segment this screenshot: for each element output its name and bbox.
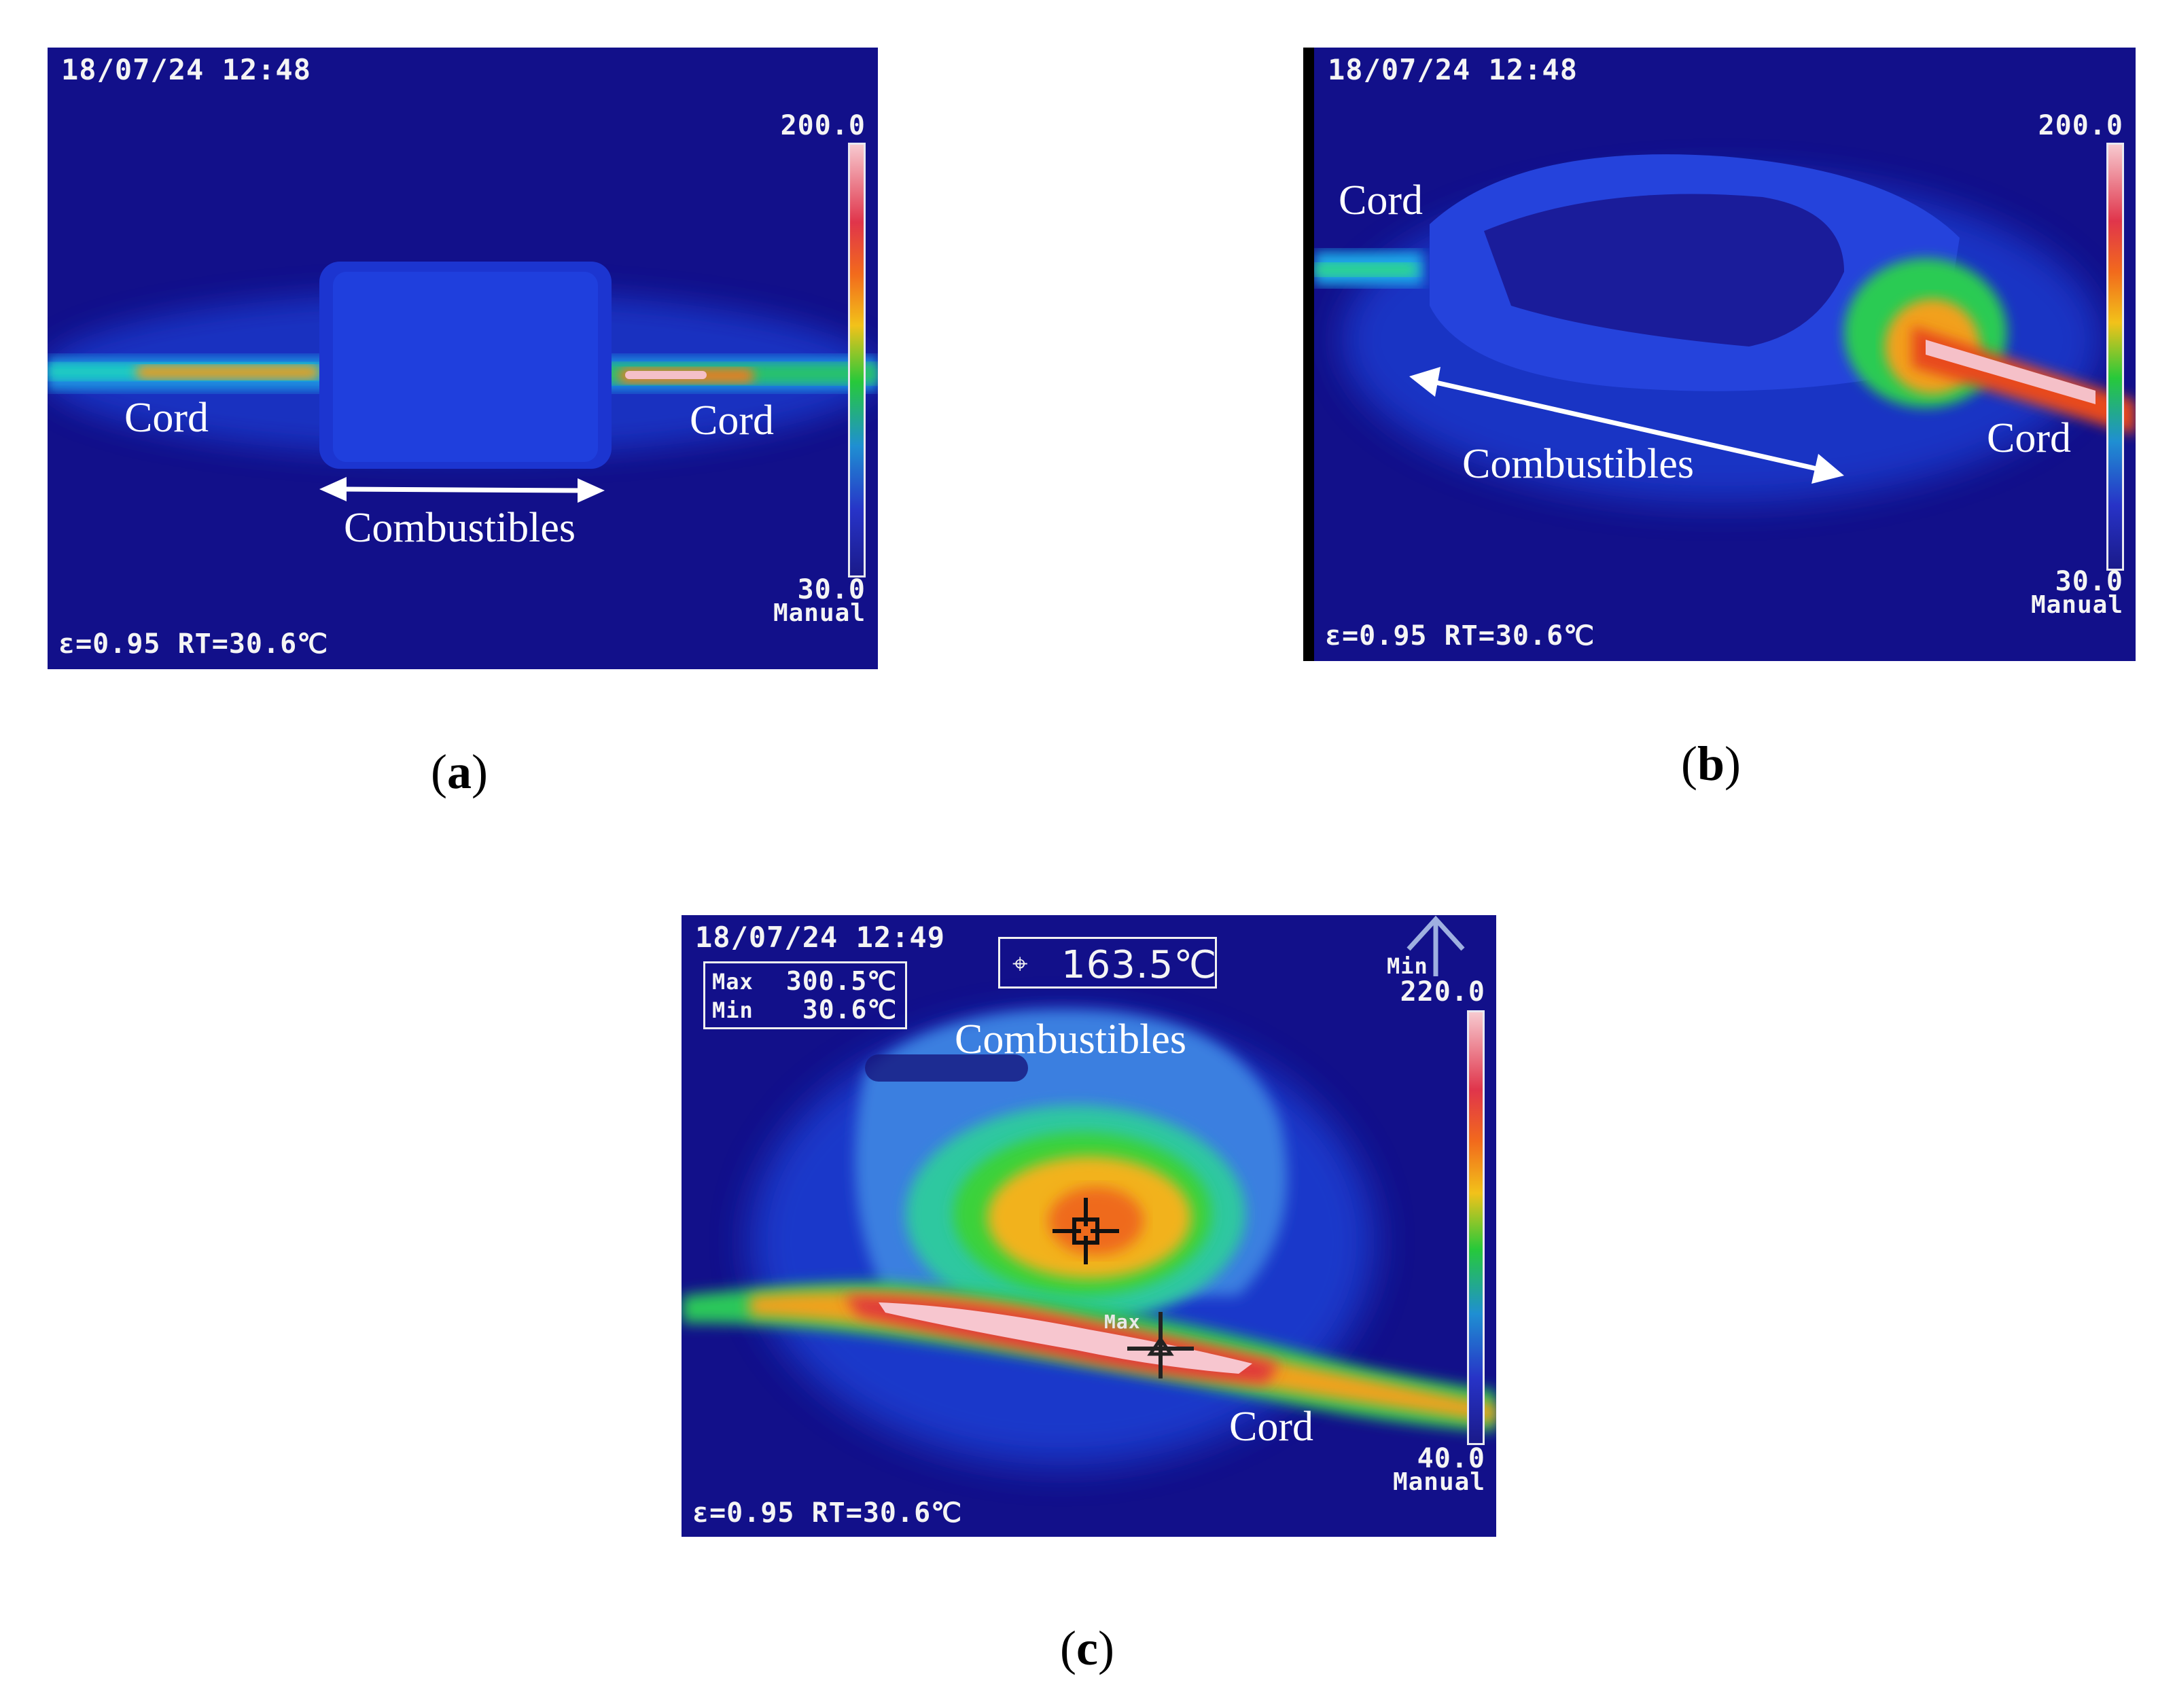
color-scale-bar-c [1467,1010,1485,1445]
combustibles-label-b: Combustibles [1462,441,1695,487]
mode-b: Manual [2030,591,2123,619]
caption-letter-a: a [446,745,472,799]
max-marker-label: Max [1104,1311,1141,1333]
arrow-combustibles-a [319,477,605,503]
color-scale-bar-a [848,143,866,577]
cord-label-left-a: Cord [124,395,209,441]
max-min-readout: Max 300.5℃ Min 30.6℃ [703,961,907,1029]
up-arrow-icon [1407,915,1465,976]
timestamp-c: 18/07/24 12:49 [695,921,946,954]
mode-c: Manual [1392,1468,1485,1496]
footer-c: ε=0.95 RT=30.6℃ [692,1497,963,1529]
scale-max-b: 200.0 [2038,110,2123,141]
mode-a: Manual [773,599,866,627]
cord-label-right-a: Cord [690,397,774,444]
thermal-image-b: 18/07/24 12:48 200.0 30.0 Manual ε=0.95 … [1303,48,2136,661]
scale-min-a: 30.0 [797,574,866,605]
combustibles-label-a: Combustibles [344,505,576,551]
caption-b: (b) [1681,736,1741,791]
cord-label-right-b: Cord [1987,415,2071,461]
crosshair-icon: ⌖ [1012,948,1028,980]
arrow-combustibles-b [1409,367,1844,484]
scale-mode-label-c: Min [1387,953,1428,979]
footer-b: ε=0.95 RT=30.6℃ [1325,620,1595,652]
caption-a: (a) [431,745,488,799]
scale-min-b: 30.0 [2055,566,2123,597]
max-crosshair-icon [1127,1312,1194,1378]
caption-c: (c) [1060,1621,1114,1675]
thermal-scene-b [1314,48,2136,661]
thermal-scene-a [48,48,878,669]
timestamp-b: 18/07/24 12:48 [1328,53,1578,86]
spot-value: 163.5℃ [1061,943,1218,987]
caption-letter-b: b [1697,736,1725,791]
min-label: Min [712,997,754,1023]
min-value: 30.6℃ [802,995,897,1025]
thermal-image-a: 18/07/24 12:48 200.0 30.0 Manual ε=0.95 … [48,48,878,669]
max-value: 300.5℃ [785,966,897,996]
caption-letter-c: c [1076,1621,1098,1675]
thermal-image-c: 18/07/24 12:49 Max 300.5℃ Min 30.6℃ ⌖ 16… [682,915,1496,1537]
color-scale-bar-b [2106,143,2124,571]
spot-crosshair-icon [1053,1198,1119,1264]
scale-min-c: 40.0 [1417,1443,1485,1474]
timestamp-a: 18/07/24 12:48 [61,53,312,86]
cord-label-c: Cord [1229,1404,1313,1450]
max-label: Max [712,969,754,995]
combustibles-label-c: Combustibles [955,1016,1187,1063]
scale-max-c: 220.0 [1400,976,1485,1008]
spot-temperature-readout: ⌖ 163.5℃ [998,937,1217,989]
cord-label-left-b: Cord [1339,177,1423,224]
thermal-scene-c [682,915,1496,1537]
footer-a: ε=0.95 RT=30.6℃ [58,628,329,660]
scale-max-a: 200.0 [780,110,866,141]
